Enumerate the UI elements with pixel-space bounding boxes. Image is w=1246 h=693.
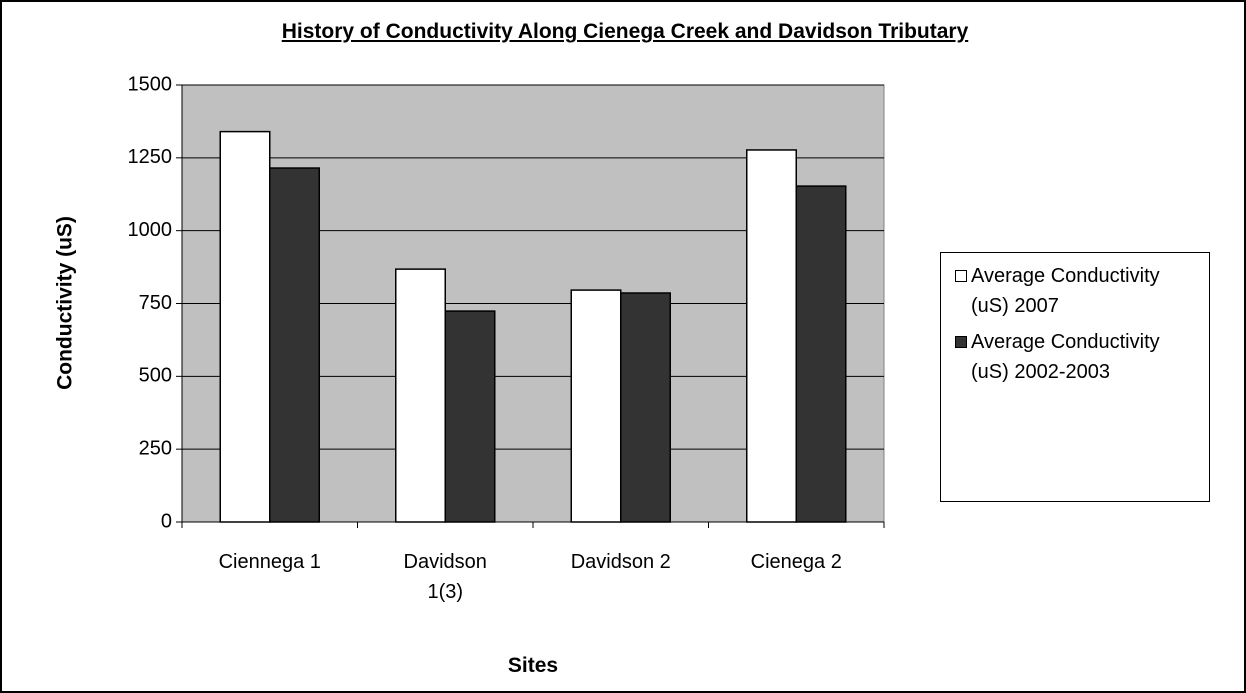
bar xyxy=(746,149,797,523)
y-tick-label: 1250 xyxy=(128,146,173,168)
bar xyxy=(269,167,320,523)
legend-swatch xyxy=(955,270,967,282)
x-tick-label: Davidson 2 xyxy=(570,551,671,573)
bar xyxy=(395,268,446,523)
bar xyxy=(444,310,496,523)
x-tick-label: Ciennega 1 xyxy=(218,551,321,573)
y-tick-label: 250 xyxy=(139,437,172,459)
x-tick-label: Cienega 2 xyxy=(750,551,842,573)
y-axis-label: Conductivity (uS) xyxy=(54,216,77,390)
x-tick-label: Davidson 1(3) xyxy=(403,551,487,603)
legend: Average Conductivity (uS) 2007 Average Co… xyxy=(940,252,1210,502)
chart-title: History of Conductivity Along Cienega Cr… xyxy=(281,20,969,43)
x-axis-label: Sites xyxy=(507,654,559,677)
y-tick-label: 1000 xyxy=(128,219,173,241)
bar xyxy=(795,185,847,523)
legend-item: Average Conductivity (uS) 2002-2003 xyxy=(951,327,1199,387)
bar xyxy=(620,292,671,523)
y-tick-label: 500 xyxy=(139,365,172,387)
legend-swatch xyxy=(955,336,967,348)
y-tick-label: 0 xyxy=(161,510,172,532)
legend-item: Average Conductivity (uS) 2007 xyxy=(951,261,1199,321)
bar xyxy=(570,289,622,523)
legend-label: Average Conductivity (uS) 2002-2003 xyxy=(971,331,1160,383)
y-tick-label: 750 xyxy=(139,292,172,314)
bar xyxy=(219,130,271,523)
legend-label: Average Conductivity (uS) 2007 xyxy=(971,265,1160,317)
y-tick-label: 1500 xyxy=(128,73,173,95)
